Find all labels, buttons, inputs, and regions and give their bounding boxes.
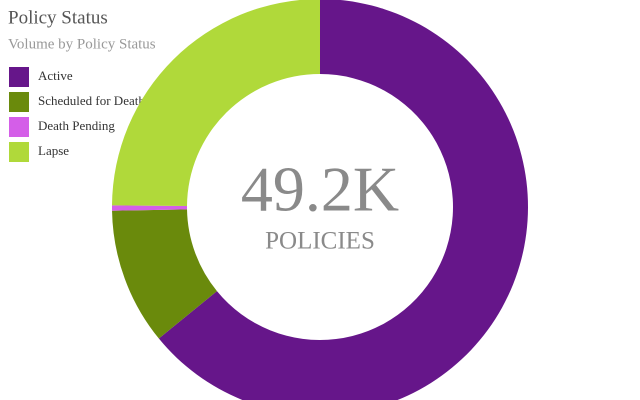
- legend-swatch: [9, 142, 29, 162]
- donut-segment: [112, 0, 320, 206]
- chart-subtitle: Volume by Policy Status: [8, 36, 156, 52]
- donut: [111, 0, 528, 400]
- donut-segment: [158, 0, 528, 400]
- chart-title: Policy Status: [8, 7, 108, 28]
- legend-label: Lapse: [38, 143, 69, 158]
- donut-segment: [111, 205, 188, 211]
- legend-label: Scheduled for Death: [38, 93, 145, 108]
- legend-label: Death Pending: [38, 118, 115, 133]
- center-label: 49.2K: [241, 154, 399, 225]
- donut-segment: [112, 209, 217, 339]
- legend-swatch: [9, 117, 29, 137]
- legend-label: Active: [38, 68, 73, 83]
- center-sublabel: POLICIES: [265, 228, 375, 255]
- legend: Active Scheduled for Death Death Pending La…: [9, 67, 145, 162]
- legend-swatch: [9, 92, 29, 112]
- legend-swatch: [9, 67, 29, 87]
